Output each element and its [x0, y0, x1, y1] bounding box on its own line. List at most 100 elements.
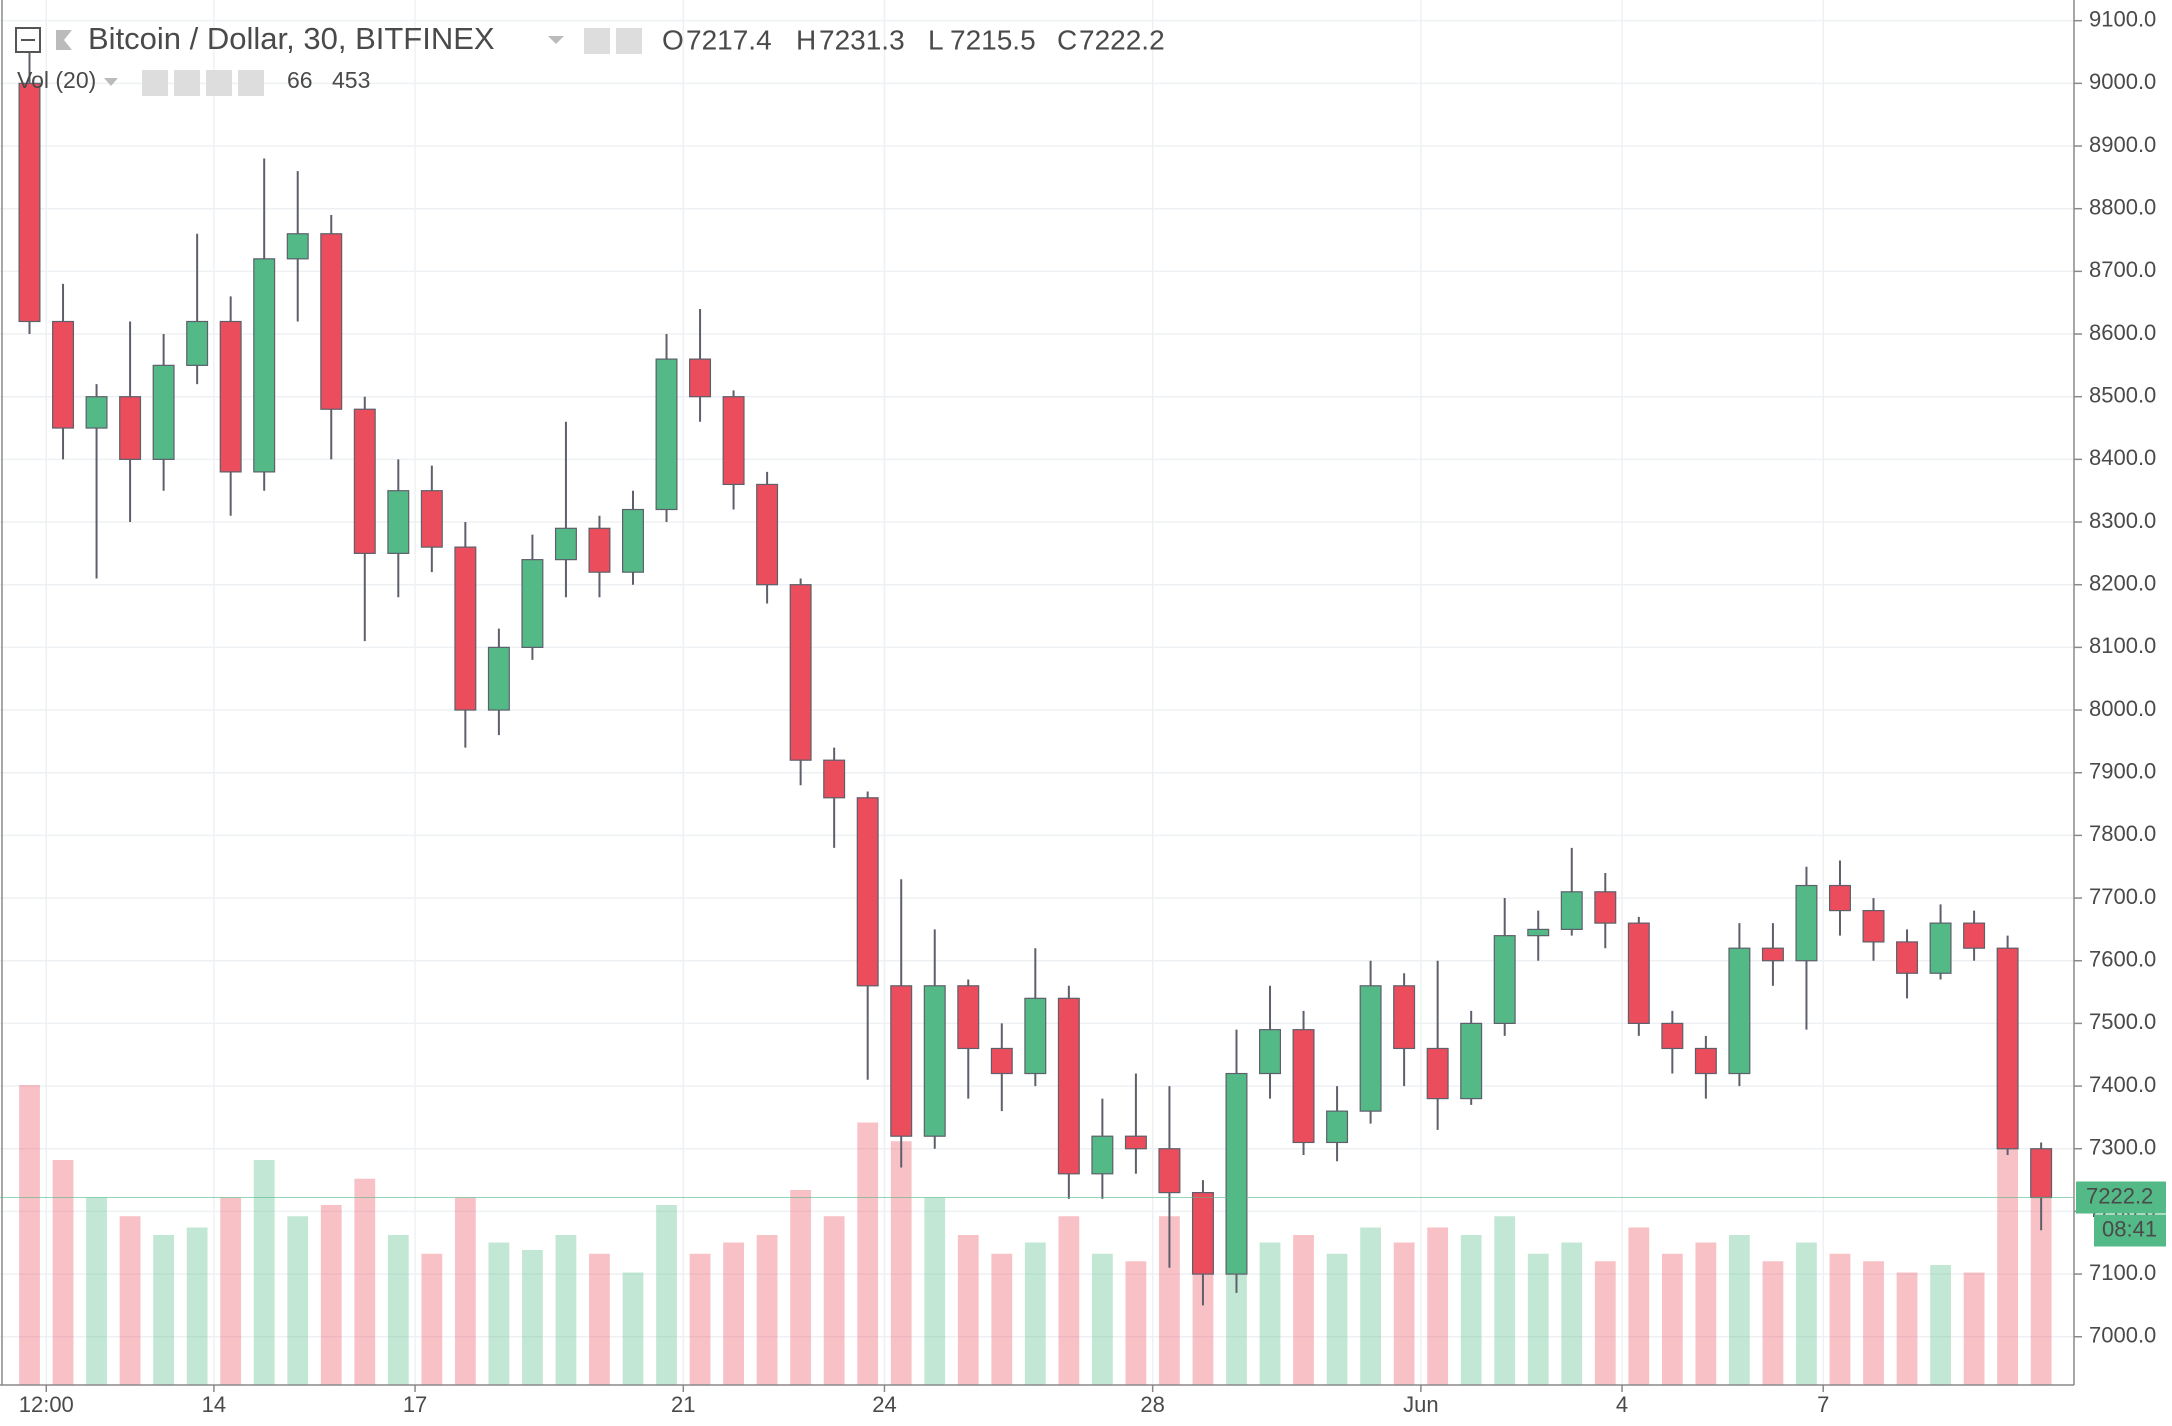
y-tick-label: 8200.0 — [2089, 571, 2156, 596]
candle-body — [1627, 922, 1650, 1024]
candle-body — [454, 546, 477, 711]
candle-body — [722, 396, 745, 486]
candle-body — [1560, 891, 1583, 930]
volume-bar — [119, 1216, 141, 1385]
x-tick-label: 28 — [1140, 1392, 1164, 1417]
volume-bar — [689, 1253, 711, 1385]
candle-body — [1426, 1047, 1449, 1100]
candle-body — [2030, 1148, 2053, 1199]
volume-bar — [354, 1178, 376, 1385]
y-tick-label: 7700.0 — [2089, 884, 2156, 909]
x-tick-label: 14 — [202, 1392, 226, 1417]
volume-bar — [1494, 1216, 1516, 1385]
candle-body — [1292, 1029, 1315, 1144]
volume-bar — [1293, 1235, 1314, 1385]
candle-body — [890, 985, 913, 1137]
candle-body — [521, 559, 544, 648]
remove-button[interactable] — [238, 70, 264, 96]
candle-body — [554, 527, 577, 561]
candle-body — [253, 258, 276, 473]
volume-bar — [1460, 1235, 1482, 1385]
dropdown-arrow[interactable] — [104, 78, 118, 86]
countdown-box — [2094, 1214, 2166, 1247]
volume-bar — [1997, 1141, 2019, 1385]
candle-body — [1359, 985, 1382, 1112]
settings-button[interactable] — [174, 70, 200, 96]
candle-body — [1862, 909, 1885, 943]
candle-body — [1091, 1135, 1114, 1175]
volume-bar — [52, 1160, 74, 1385]
volume-bar — [1360, 1227, 1381, 1385]
volume-bar — [924, 1197, 946, 1385]
open-label: O — [662, 24, 684, 55]
candle-body — [1996, 947, 2019, 1150]
y-tick-label: 9100.0 — [2089, 6, 2156, 31]
candle-body — [286, 233, 309, 260]
volume-bar — [287, 1216, 309, 1385]
candle-body — [756, 483, 779, 586]
candle-body — [119, 396, 142, 460]
candle-body — [219, 320, 242, 473]
volume-bar — [555, 1235, 577, 1385]
add-button[interactable] — [206, 70, 232, 96]
y-tick-label: 8000.0 — [2089, 696, 2156, 721]
high-value: 7231.3 — [819, 24, 905, 55]
volume-bar — [1896, 1272, 1918, 1385]
candle-body — [1225, 1072, 1248, 1275]
flag-icon — [56, 30, 72, 50]
grid — [0, 0, 2074, 1385]
y-tick-label: 9000.0 — [2089, 69, 2156, 94]
volume-bar — [1594, 1261, 1616, 1385]
collapse-button[interactable] — [15, 27, 41, 53]
volume-bar — [1796, 1242, 1817, 1385]
axes: 7000.07100.07200.07300.07400.07500.07600… — [0, 6, 2166, 1417]
volume-bar — [86, 1197, 107, 1385]
candle-body — [1024, 997, 1047, 1075]
candle-body — [387, 490, 410, 554]
volume-bar — [756, 1235, 778, 1385]
candle-body — [1828, 884, 1851, 912]
y-tick-label: 7100.0 — [2089, 1260, 2156, 1285]
volume-ma-value: 453 — [332, 67, 370, 93]
volume-bar — [1963, 1272, 1985, 1385]
y-tick-label: 8600.0 — [2089, 320, 2156, 345]
y-tick-label: 8100.0 — [2089, 633, 2156, 658]
last-price-label: 7222.2 — [2086, 1183, 2153, 1208]
candle-body — [622, 508, 644, 573]
candle-body — [1393, 985, 1416, 1050]
eye-button[interactable] — [142, 70, 168, 96]
candle-body — [789, 584, 812, 761]
candle-body — [1694, 1047, 1717, 1075]
high-label: H — [796, 24, 816, 55]
y-tick-label: 7600.0 — [2089, 947, 2156, 972]
candle-body — [1795, 884, 1818, 962]
y-tick-label: 7900.0 — [2089, 759, 2156, 784]
volume-bar — [790, 1190, 812, 1385]
volume-bar — [1561, 1242, 1583, 1385]
dropdown-arrow[interactable] — [548, 36, 564, 44]
volume-bar — [186, 1227, 208, 1385]
volume-bar — [421, 1253, 443, 1385]
volume-bar — [1427, 1227, 1449, 1385]
volume-bar — [991, 1253, 1013, 1385]
x-tick-label: Jun — [1403, 1392, 1438, 1417]
volume-bar — [1762, 1261, 1784, 1385]
volume-bar — [220, 1197, 242, 1385]
volume-value: 66 — [287, 67, 313, 93]
settings-button[interactable] — [616, 28, 642, 54]
volume-bar — [1628, 1227, 1650, 1385]
volume-bar — [1326, 1253, 1348, 1385]
volume-bar — [1729, 1235, 1750, 1385]
candle-body — [1057, 997, 1080, 1175]
candle-body — [1326, 1110, 1349, 1144]
y-tick-label: 8300.0 — [2089, 508, 2156, 533]
eye-button[interactable] — [584, 28, 610, 54]
y-tick-label: 7000.0 — [2089, 1323, 2156, 1348]
volume-bar — [1829, 1253, 1851, 1385]
x-tick-label: 24 — [872, 1392, 896, 1417]
candle-body — [1594, 891, 1617, 924]
volume-bar — [522, 1250, 543, 1385]
y-tick-label: 8400.0 — [2089, 445, 2156, 470]
candle-body — [1493, 935, 1516, 1024]
